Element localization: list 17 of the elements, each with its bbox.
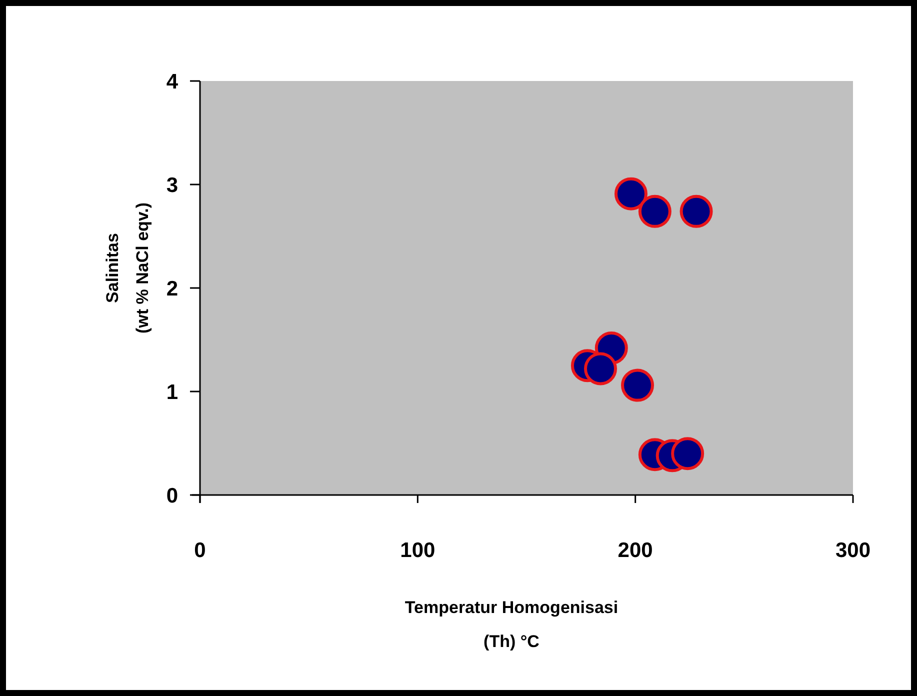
- y-tick-label: 3: [166, 174, 178, 197]
- point: [614, 177, 648, 210]
- y-tick-label: 2: [166, 277, 178, 300]
- y-tick-label: 4: [166, 70, 178, 94]
- point: [584, 352, 618, 386]
- x-tick-label: 100: [400, 539, 436, 562]
- x-axis-title: Temperatur Homogenisasi (Th) °C: [404, 598, 618, 651]
- y-tick-label: 1: [166, 380, 178, 404]
- x-tick-label: 0: [194, 539, 206, 562]
- x-tick-label: 300: [835, 539, 871, 562]
- y-axis-title: Salinitas (wt % NaCl eqv.): [103, 202, 152, 334]
- x-tick-label: 200: [618, 539, 653, 562]
- point: [671, 437, 704, 470]
- point: [638, 194, 672, 228]
- point: [680, 194, 713, 228]
- y-tick-label: 0: [166, 484, 178, 508]
- point: [621, 368, 654, 402]
